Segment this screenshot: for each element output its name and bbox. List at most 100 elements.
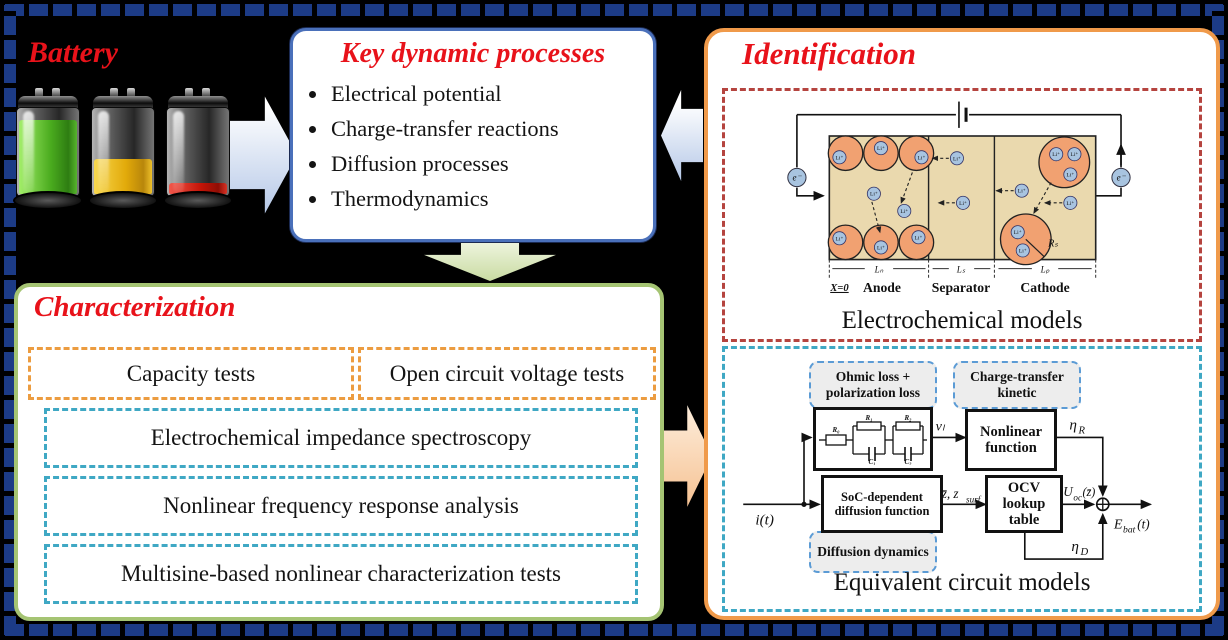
equivalent-circuit-box: i(t) vₗ η R z̄, z surf U oc (z̄) η D E b… <box>722 346 1202 612</box>
charge-transfer-tag: Charge-transfer kinetic <box>953 361 1081 409</box>
arrow-right-icon <box>230 96 297 214</box>
battery-terminal <box>35 88 43 98</box>
svg-text:surf: surf <box>966 494 982 504</box>
characterization-title: Characterization <box>34 291 236 323</box>
svg-text:Li⁺: Li⁺ <box>1018 188 1026 195</box>
svg-text:R: R <box>1077 425 1085 436</box>
diffusion-dynamics-tag: Diffusion dynamics <box>809 531 937 573</box>
svg-text:C₁: C₁ <box>868 458 875 465</box>
electrochemical-model-box: e⁻ e⁻ Rₛ <box>722 88 1202 342</box>
length-labels: Lₙ Lₛ Lₚ <box>874 265 1050 275</box>
key-processes-list: Electrical potential Charge-transfer rea… <box>309 76 653 216</box>
eis-box: Electrochemical impedance spectroscopy <box>44 408 638 468</box>
svg-text:U: U <box>1063 484 1074 499</box>
electrochemical-caption: Electrochemical models <box>841 307 1083 334</box>
svg-text:R₂: R₂ <box>903 414 912 422</box>
svg-text:η: η <box>1069 416 1077 433</box>
input-current-label: i(t) <box>755 512 774 529</box>
svg-text:R₁: R₁ <box>864 414 872 422</box>
characterization-panel: Characterization Capacity tests Open cir… <box>14 283 664 621</box>
battery-fill-low <box>169 183 227 194</box>
nfra-box: Nonlinear frequency response analysis <box>44 476 638 536</box>
ecm-caption: Equivalent circuit models <box>833 569 1091 596</box>
electron-icons: e⁻ e⁻ <box>787 167 1131 188</box>
battery-gloss <box>98 111 109 193</box>
battery-terminal <box>185 88 193 98</box>
vl-label: vₗ <box>936 418 946 434</box>
identification-title: Identification <box>742 36 916 71</box>
svg-text:Lₚ: Lₚ <box>1040 265 1050 275</box>
svg-text:Cathode: Cathode <box>1020 280 1069 295</box>
frame-tile-bottom <box>5 624 1223 636</box>
list-item: Diffusion processes <box>329 146 653 181</box>
list-item: Electrical potential <box>329 76 653 111</box>
identification-panel: Identification <box>704 28 1220 620</box>
svg-text:Li⁺: Li⁺ <box>870 191 878 198</box>
electrochemical-diagram: e⁻ e⁻ Rₛ <box>787 101 1131 295</box>
battery-terminal <box>202 88 210 98</box>
svg-text:D: D <box>1080 547 1089 558</box>
soc-diffusion-block: SoC-dependent diffusion function <box>821 475 943 533</box>
svg-text:Li⁺: Li⁺ <box>877 145 885 152</box>
ion-flow-arrows <box>871 155 1063 234</box>
nonlinear-function-block: Nonlinear function <box>965 409 1057 471</box>
svg-text:(t): (t) <box>1137 517 1149 532</box>
battery-medium-icon <box>88 88 158 210</box>
svg-text:Lₙ: Lₙ <box>874 265 884 275</box>
frame-tile-left <box>4 5 16 635</box>
external-circuit-wires <box>796 101 1126 201</box>
svg-text:Li⁺: Li⁺ <box>1019 247 1027 254</box>
svg-text:Li⁺: Li⁺ <box>1070 151 1078 158</box>
battery-icons <box>13 88 233 210</box>
battery-gloss <box>23 111 34 193</box>
battery-title: Battery <box>28 36 118 69</box>
svg-text:Anode: Anode <box>863 280 901 295</box>
summing-junction <box>1095 497 1110 512</box>
wire-junction <box>801 501 807 507</box>
svg-text:Li⁺: Li⁺ <box>836 235 844 242</box>
svg-text:(z̄): (z̄) <box>1083 485 1096 499</box>
battery-base <box>13 191 83 210</box>
svg-text:Li⁺: Li⁺ <box>1066 172 1074 179</box>
svg-text:Li⁺: Li⁺ <box>953 155 961 162</box>
rc-circuit-block: R₀ R₁ C₁ R₂ C₂ <box>813 407 933 471</box>
circuit-element-labels: R₀ R₁ C₁ R₂ C₂ <box>831 414 912 465</box>
svg-text:R₀: R₀ <box>831 426 840 434</box>
ocv-tests-box: Open circuit voltage tests <box>358 347 656 400</box>
rc-circuit-schematic: R₀ R₁ C₁ R₂ C₂ <box>819 414 927 465</box>
svg-text:Lₛ: Lₛ <box>956 265 966 275</box>
svg-text:Li⁺: Li⁺ <box>915 234 923 241</box>
ohmic-loss-tag: Ohmic loss + polarization loss <box>809 361 937 409</box>
ecm-wiring: i(t) vₗ η R z̄, z surf U oc (z̄) η D E b… <box>743 416 1153 560</box>
svg-text:C₂: C₂ <box>904 458 912 465</box>
battery-cap <box>18 96 78 109</box>
svg-text:Separator: Separator <box>932 280 990 295</box>
svg-text:Li⁺: Li⁺ <box>1014 229 1022 236</box>
svg-text:bat: bat <box>1123 525 1136 536</box>
battery-low-icon <box>163 88 233 210</box>
arrow-left-icon <box>661 89 703 182</box>
signal-labels: i(t) vₗ η R z̄, z surf U oc (z̄) η D E b… <box>755 416 1149 558</box>
frame-tile-top <box>5 4 1223 16</box>
particle-radius-label: Rₛ <box>1047 238 1058 249</box>
list-item: Charge-transfer reactions <box>329 111 653 146</box>
battery-body <box>166 107 230 197</box>
key-processes-title: Key dynamic processes <box>340 38 606 69</box>
battery-body <box>16 107 80 197</box>
battery-terminal <box>127 88 135 98</box>
arrow-down-icon <box>424 236 556 281</box>
electron-label: e⁻ <box>1117 173 1127 183</box>
dimension-lines <box>828 259 1097 278</box>
svg-text:Li⁺: Li⁺ <box>877 244 885 251</box>
region-labels: Anode Separator Cathode <box>863 280 1070 295</box>
battery-terminal <box>52 88 60 98</box>
battery-cap <box>93 96 153 109</box>
svg-text:η: η <box>1071 538 1079 555</box>
lithium-ions: Li⁺ Li⁺ Li⁺ Li⁺ Li⁺ Li⁺ Li⁺ Li⁺ Li⁺ Li⁺ … <box>832 141 1082 258</box>
svg-text:Li⁺: Li⁺ <box>1052 151 1060 158</box>
svg-text:z̄, z: z̄, z <box>941 486 959 501</box>
battery-cap <box>168 96 228 109</box>
battery-body <box>91 107 155 197</box>
particle-radius-line <box>1025 238 1045 257</box>
